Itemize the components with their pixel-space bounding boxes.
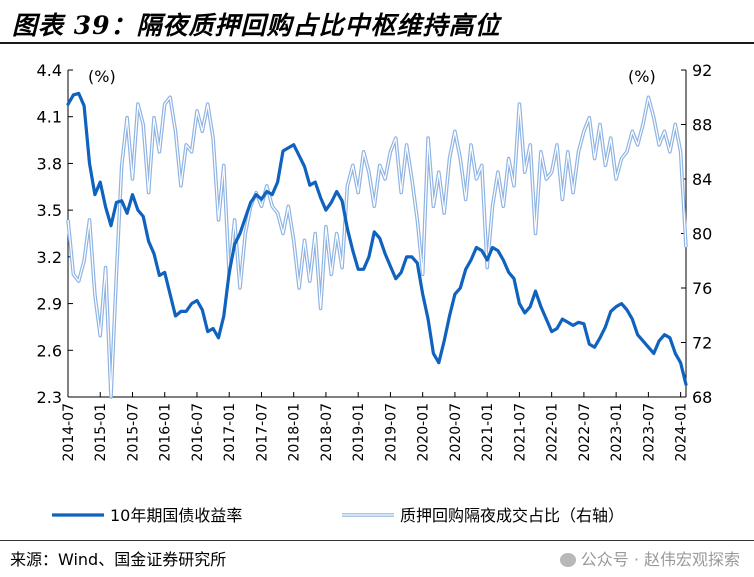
x-tick-label: 2023-01 <box>609 403 625 462</box>
legend-label-overnight-share: 质押回购隔夜成交占比（右轴） <box>400 506 624 525</box>
footer-divider <box>0 540 754 541</box>
left-tick-label: 2.6 <box>37 341 62 360</box>
x-tick-label: 2019-07 <box>383 403 399 462</box>
right-tick-label: 88 <box>692 116 712 135</box>
left-axis-unit-label: (%) <box>88 67 116 86</box>
title-divider <box>0 42 754 44</box>
right-tick-label: 72 <box>692 334 712 353</box>
x-tick-label: 2020-01 <box>416 403 432 462</box>
left-tick-label: 2.3 <box>37 388 62 407</box>
x-tick-label: 2016-01 <box>158 403 174 462</box>
series-yield-line <box>66 91 688 387</box>
legend: 10年期国债收益率 质押回购隔夜成交占比（右轴） <box>52 506 624 525</box>
right-tick-label: 92 <box>692 61 712 80</box>
legend-label-yield: 10年期国债收益率 <box>110 506 242 525</box>
left-tick-label: 4.1 <box>37 108 62 127</box>
left-tick-label: 3.2 <box>37 248 62 267</box>
x-axis-ticks: 2014-07 2015-01 2015-07 2016-01 2016-07 2017-… <box>61 392 690 462</box>
line-chart: 2.32.62.93.23.53.84.14.4 68727680848892 … <box>37 61 713 525</box>
left-tick-label: 4.4 <box>37 61 62 80</box>
wechat-icon <box>559 553 576 567</box>
x-tick-label: 2018-01 <box>287 403 303 462</box>
right-axis-ticks: 68 72 76 80 84 88 92 <box>681 61 712 407</box>
x-tick-label: 2024-01 <box>674 403 690 462</box>
x-tick-label: 2019-01 <box>351 403 367 462</box>
left-axis-ticks: 2.3 2.6 2.9 3.2 3.5 3.8 4.1 4.4 <box>37 61 73 407</box>
x-tick-label: 2014-07 <box>61 403 77 462</box>
series-overnight-line-inner <box>67 96 687 398</box>
x-tick-label: 2021-01 <box>480 403 496 462</box>
right-tick-label: 68 <box>692 388 712 407</box>
left-tick-label: 3.5 <box>37 201 62 220</box>
watermark-text: 公众号 · 赵伟宏观探索 <box>580 550 740 569</box>
watermark: 公众号 · 赵伟宏观探索 <box>559 546 740 570</box>
right-tick-label: 80 <box>692 225 712 244</box>
series-lines <box>66 91 688 399</box>
x-tick-label: 2015-07 <box>125 403 141 462</box>
x-tick-label: 2015-01 <box>93 403 109 462</box>
left-tick-label: 3.8 <box>37 154 62 173</box>
chart-title: 图表 39：隔夜质押回购占比中枢维持高位 <box>12 11 501 40</box>
x-tick-label: 2017-01 <box>222 403 238 462</box>
x-tick-label: 2022-01 <box>545 403 561 462</box>
right-tick-label: 76 <box>692 279 712 298</box>
x-tick-label: 2017-07 <box>254 403 270 462</box>
x-tick-label: 2021-07 <box>512 403 528 462</box>
x-tick-label: 2020-07 <box>448 403 464 462</box>
x-tick-label: 2023-07 <box>641 403 657 462</box>
x-tick-label: 2022-07 <box>577 403 593 462</box>
right-axis-unit-label: (%) <box>628 67 656 86</box>
x-tick-label: 2018-07 <box>319 403 335 462</box>
source-note: 来源：Wind、国金证券研究所 <box>10 550 227 569</box>
left-tick-label: 2.9 <box>37 295 62 314</box>
right-tick-label: 84 <box>692 170 712 189</box>
x-tick-label: 2016-07 <box>190 403 206 462</box>
